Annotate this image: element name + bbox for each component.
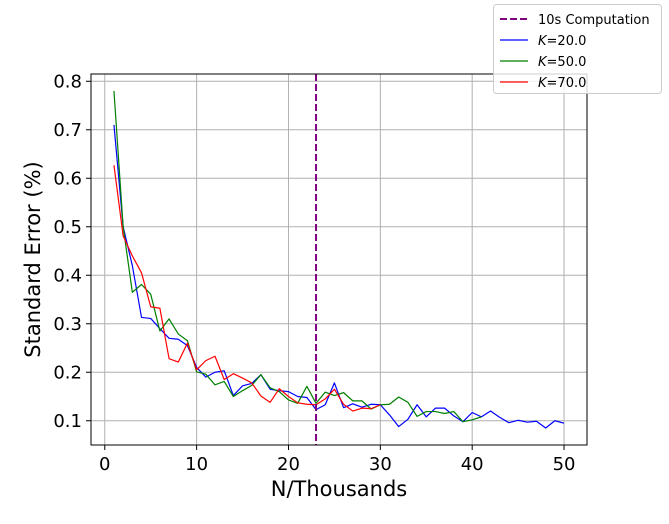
x-tick-label: 0 [99,454,110,475]
y-tick-label: 0.4 [53,265,82,286]
legend-label-value: =20.0 [547,34,587,49]
y-tick-label: 0.8 [53,71,82,92]
x-tick-label: 20 [277,454,300,475]
legend-label-symbol: K [538,34,548,49]
x-tick-label: 30 [369,454,392,475]
y-axis-label: Standard Error (%) [21,161,45,357]
x-tick-label: 50 [553,454,576,475]
plot-frame [90,73,588,446]
legend-label-symbol: K [538,76,548,91]
legend-label: 10s Computation [538,13,650,28]
series-line-3 [113,165,381,412]
y-tick-label: 0.3 [53,314,82,335]
legend-box [493,4,662,94]
legend-label: K=20.0 [538,34,586,49]
legend-label-symbol: K [538,55,548,70]
y-tick-label: 0.2 [53,362,82,383]
x-tick-label: 40 [461,454,484,475]
series-line-1 [113,124,565,429]
ticks: 0 10 20 30 40 50 0.1 0.2 0.3 0.4 0.5 0.6 0.7 0.8 [53,71,575,475]
series-lines [113,90,565,429]
legend-label: K=50.0 [538,55,586,70]
y-tick-label: 0.1 [53,411,82,432]
grid [91,74,587,445]
legend-label: K=70.0 [538,76,586,91]
legend-label-value: =70.0 [547,76,587,91]
x-tick-label: 10 [185,454,208,475]
y-tick-label: 0.5 [53,217,82,238]
y-tick-label: 0.6 [53,168,82,189]
x-axis-label: N/Thousands [271,477,407,501]
y-tick-label: 0.7 [53,120,82,141]
legend-label-value: =50.0 [547,55,587,70]
